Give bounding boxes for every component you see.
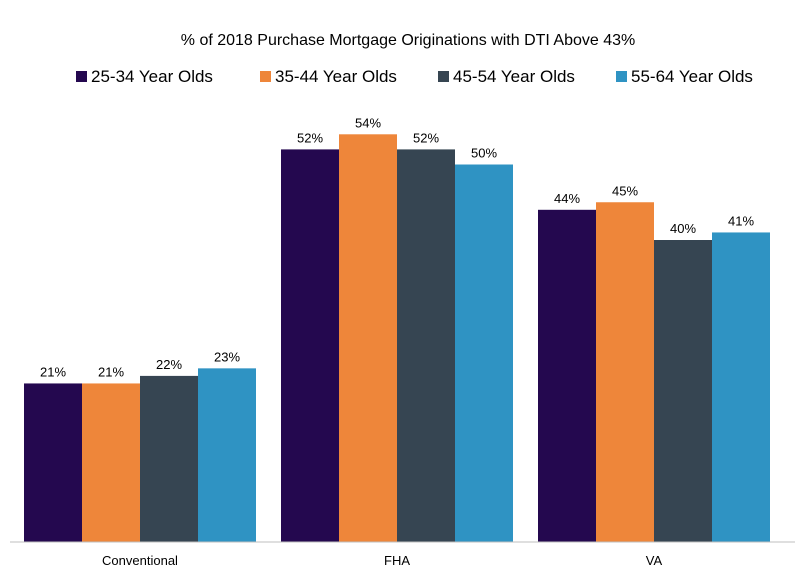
bar-0-3	[198, 368, 256, 542]
legend-swatch-0	[76, 71, 87, 82]
data-label-2-2: 40%	[670, 221, 696, 236]
legend-label-1: 35-44 Year Olds	[275, 67, 397, 86]
legend-swatch-3	[616, 71, 627, 82]
bar-1-0	[281, 149, 339, 542]
legend-label-2: 45-54 Year Olds	[453, 67, 575, 86]
bar-0-1	[82, 383, 140, 542]
legend-item-0: 25-34 Year Olds	[76, 67, 213, 86]
bar-1-3	[455, 164, 513, 542]
legend: 25-34 Year Olds 35-44 Year Olds 45-54 Year…	[76, 67, 753, 86]
bar-0-2	[140, 375, 198, 542]
data-label-1-1: 54%	[355, 115, 381, 130]
bar-1-2	[397, 149, 455, 542]
chart-title: % of 2018 Purchase Mortgage Originations…	[181, 32, 635, 49]
legend-label-0: 25-34 Year Olds	[91, 67, 213, 86]
legend-item-1: 35-44 Year Olds	[260, 67, 397, 86]
data-label-0-1: 21%	[98, 364, 124, 379]
data-label-0-0: 21%	[40, 364, 66, 379]
x-tick-label-2: VA	[646, 553, 663, 568]
data-label-0-2: 22%	[156, 357, 182, 372]
data-label-0-3: 23%	[214, 349, 240, 364]
bar-2-2	[654, 240, 712, 542]
bar-1-1	[339, 134, 397, 543]
bar-2-0	[538, 209, 596, 543]
bar-2-3	[712, 232, 770, 542]
x-tick-label-0: Conventional	[102, 553, 178, 568]
bar-0-0	[24, 383, 82, 542]
legend-item-3: 55-64 Year Olds	[616, 67, 753, 86]
data-label-2-3: 41%	[728, 213, 754, 228]
legend-swatch-1	[260, 71, 271, 82]
x-axis-tick-labels: Conventional FHA VA	[102, 553, 662, 568]
data-label-1-2: 52%	[413, 130, 439, 145]
data-label-2-1: 45%	[612, 183, 638, 198]
bar-2-1	[596, 202, 654, 542]
bars	[24, 134, 770, 543]
data-label-2-0: 44%	[554, 191, 580, 206]
data-labels: 21% 52% 44% 21% 54% 45% 22% 52% 40% 23% 50% 41%	[40, 115, 754, 379]
data-label-1-3: 50%	[471, 146, 497, 161]
legend-item-2: 45-54 Year Olds	[438, 67, 575, 86]
legend-label-3: 55-64 Year Olds	[631, 67, 753, 86]
x-tick-label-1: FHA	[384, 553, 410, 568]
legend-swatch-2	[438, 71, 449, 82]
data-label-1-0: 52%	[297, 130, 323, 145]
